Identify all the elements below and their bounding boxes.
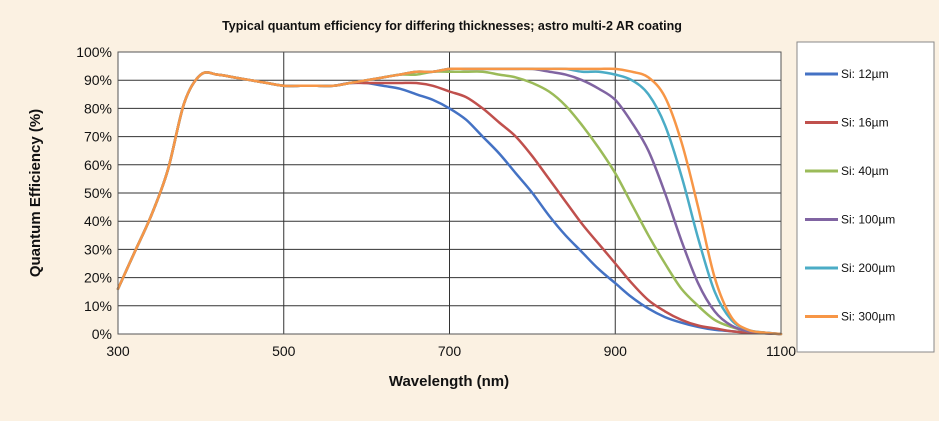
legend-label-5: Si: 200µm [841, 261, 895, 275]
y-tick-label: 100% [76, 44, 112, 60]
series-line-6 [116, 67, 783, 336]
legend-label-6: Si: 300µm [841, 310, 895, 324]
series-lines [116, 67, 783, 336]
y-tick-label: 60% [84, 157, 112, 173]
plot-frame [117, 51, 782, 335]
x-axis-ticks: 300 500 700 900 1100 [106, 343, 796, 359]
y-tick-label: 80% [84, 100, 112, 116]
x-tick-label: 900 [604, 343, 628, 359]
x-tick-label: 700 [438, 343, 462, 359]
y-tick-label: 0% [92, 326, 112, 342]
y-axis-ticks: 0% 10% 20% 30% 40% 50% 60% 70% 80% 90% 100% [76, 44, 112, 342]
y-tick-label: 10% [84, 298, 112, 314]
y-tick-label: 90% [84, 72, 112, 88]
y-tick-label: 70% [84, 129, 112, 145]
chart-title: Typical quantum efficiency for differing… [222, 19, 682, 33]
y-tick-label: 30% [84, 241, 112, 257]
x-axis-label: Wavelength (nm) [389, 373, 509, 390]
y-axis-label: Quantum Efficiency (%) [27, 109, 44, 277]
y-tick-label: 50% [84, 185, 112, 201]
legend-label-4: Si: 100µm [841, 213, 895, 227]
legend-label-1: Si: 12µm [841, 67, 889, 81]
legend-label-2: Si: 16µm [841, 116, 889, 130]
x-tick-label: 1100 [766, 343, 796, 359]
x-tick-label: 500 [272, 343, 296, 359]
legend-box [796, 41, 935, 353]
legend: Si: 12µm Si: 16µm Si: 40µm Si: 100µm Si: 200… [805, 67, 895, 324]
legend-label-3: Si: 40µm [841, 164, 889, 178]
y-tick-label: 40% [84, 213, 112, 229]
y-tick-label: 20% [84, 270, 112, 286]
x-tick-label: 300 [106, 343, 130, 359]
